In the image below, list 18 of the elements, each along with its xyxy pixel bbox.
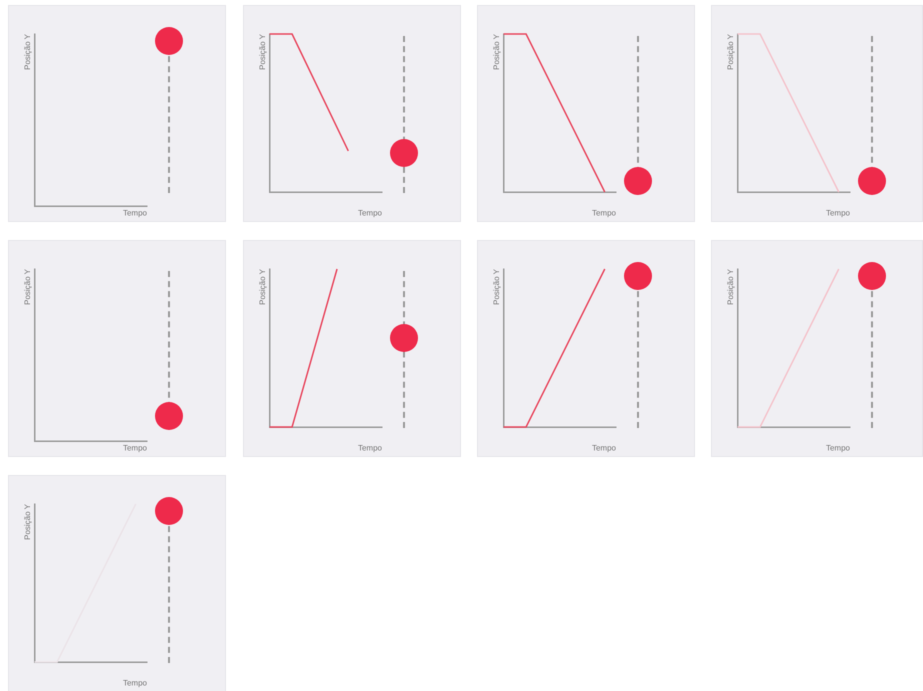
y-axis-title: Posição Y	[23, 503, 32, 540]
y-axis-title: Posição Y	[726, 268, 736, 305]
x-axis-title: Tempo	[358, 208, 383, 218]
y-axis-title: Posição Y	[492, 33, 502, 70]
text: Tempo	[122, 443, 148, 452]
text: Posição Y	[23, 268, 32, 305]
y-axis-title: Posição Y	[726, 33, 736, 70]
x-axis-title: Tempo	[122, 678, 148, 688]
x-axis-title: Tempo	[592, 443, 617, 452]
x-axis-title: Tempo	[826, 443, 851, 452]
x-axis-title: Tempo	[358, 443, 383, 452]
text: Posição Y	[23, 33, 32, 70]
y-axis-title: Posição Y	[258, 268, 268, 305]
x-axis-title: Tempo	[592, 208, 617, 218]
y-axis-title: Posição Y	[492, 268, 502, 305]
y-axis-title: Posição Y	[258, 33, 268, 70]
text: Tempo	[122, 208, 148, 218]
x-axis-title: Tempo	[826, 208, 851, 218]
